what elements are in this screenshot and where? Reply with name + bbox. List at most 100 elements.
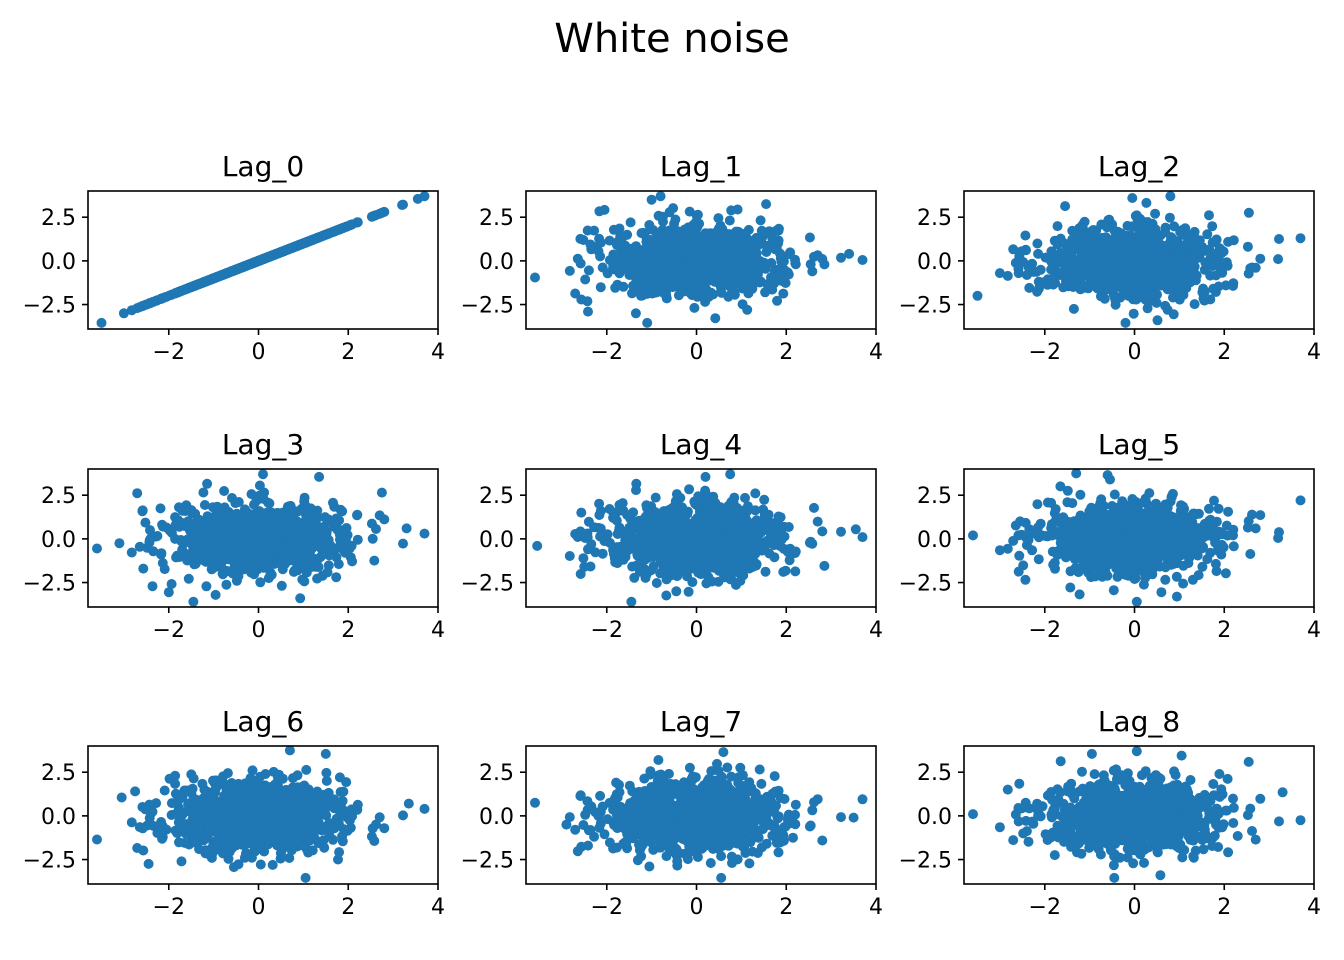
scatter-point: [739, 275, 750, 286]
scatter-point: [770, 244, 781, 255]
scatter-point: [590, 547, 601, 558]
scatter-point: [724, 215, 735, 226]
x-tick-label: 2: [341, 340, 355, 365]
x-tick-label: 0: [252, 340, 266, 365]
scatter-point: [1083, 227, 1094, 238]
scatter-point: [397, 200, 408, 210]
scatter-point: [680, 266, 691, 277]
scatter-point: [576, 507, 587, 518]
scatter-point: [1133, 284, 1144, 295]
y-tick-label: −2.5: [23, 572, 76, 597]
scatter-point: [191, 541, 202, 552]
scatter-point: [219, 486, 230, 496]
scatter-point: [1046, 264, 1057, 275]
scatter-point: [263, 573, 274, 584]
y-tick-label: 0.0: [41, 250, 76, 275]
scatter-point: [161, 522, 172, 533]
scatter-point: [671, 489, 682, 500]
scatter-point: [96, 317, 107, 328]
y-tick-label: 2.5: [479, 206, 514, 231]
scatter-point: [620, 262, 631, 273]
scatter-point: [1073, 273, 1084, 284]
scatter-point: [684, 484, 695, 495]
scatter-point: [376, 487, 387, 498]
scatter-point: [1152, 315, 1163, 326]
scatter-point: [226, 546, 237, 557]
scatter-point: [280, 515, 291, 526]
scatter-point: [759, 494, 770, 505]
scatter-point: [371, 524, 381, 534]
scatter-point: [331, 513, 342, 524]
scatter-point: [784, 555, 795, 566]
scatter-point: [147, 581, 158, 592]
scatter-point: [202, 536, 213, 547]
scatter-point: [198, 487, 209, 498]
scatter-point: [1211, 234, 1222, 245]
subplot-lag_1: Lag_1−2 0 2 42.50.0−2.5: [461, 150, 883, 365]
scatter-point: [312, 233, 323, 243]
scatter-point: [1210, 249, 1221, 260]
x-tick-label: 0: [1128, 340, 1142, 365]
scatter-point: [161, 291, 172, 302]
scatter-point: [1198, 293, 1209, 304]
scatter-point: [583, 306, 593, 317]
scatter-point: [575, 258, 586, 269]
scatter-point: [1084, 265, 1095, 276]
scatter-point: [661, 590, 672, 601]
scatter-point: [790, 566, 801, 577]
scatter-point: [1273, 254, 1284, 265]
scatter-point: [155, 503, 166, 514]
subplot-title: Lag_0: [222, 150, 304, 183]
scatter-point: [583, 265, 594, 276]
scatter-point: [1207, 221, 1218, 232]
scatter-point: [214, 549, 225, 560]
scatter-point: [682, 237, 693, 248]
scatter-point: [1141, 197, 1152, 208]
scatter-point: [1151, 290, 1161, 301]
scatter-point: [1150, 208, 1161, 219]
scatter-point: [275, 558, 285, 569]
scatter-point: [697, 291, 708, 302]
scatter-point: [743, 503, 754, 514]
scatter-point: [703, 572, 714, 583]
scatter-point: [254, 557, 264, 568]
scatter-point: [661, 574, 672, 585]
scatter-point: [564, 551, 575, 561]
scatter-point: [1164, 212, 1175, 223]
scatter-point: [695, 239, 706, 249]
scatter-point: [1037, 277, 1048, 288]
scatter-point: [159, 564, 170, 575]
scatter-point: [751, 232, 762, 243]
scatter-point: [297, 238, 308, 249]
scatter-point: [190, 508, 201, 519]
scatter-point: [689, 302, 700, 313]
scatter-point: [295, 593, 306, 604]
scatter-point: [367, 533, 378, 544]
scatter-point: [419, 528, 430, 539]
scatter-point: [298, 505, 309, 516]
scatter-point: [132, 303, 143, 314]
scatter-point: [1120, 287, 1131, 297]
scatter-point: [752, 541, 763, 551]
scatter-point: [972, 290, 983, 301]
scatter-point: [132, 488, 143, 499]
scatter-point: [1052, 221, 1063, 232]
scatter-point: [1176, 281, 1187, 291]
scatter-point: [335, 531, 346, 542]
scatter-point: [324, 550, 335, 561]
scatter-point: [1160, 227, 1171, 238]
scatter-point: [227, 266, 237, 277]
scatter-point: [651, 578, 662, 588]
scatter-point: [1247, 262, 1257, 273]
x-tick-label: 4: [869, 340, 883, 365]
scatter-point: [583, 516, 594, 527]
scatter-point: [1139, 230, 1149, 241]
scatter-point: [736, 265, 747, 276]
scatter-point: [755, 215, 766, 226]
scatter-point: [663, 253, 674, 264]
scatter-point: [1228, 235, 1239, 246]
scatter-point: [671, 234, 682, 245]
scatter-point: [268, 514, 279, 525]
scatter-point: [379, 514, 390, 525]
